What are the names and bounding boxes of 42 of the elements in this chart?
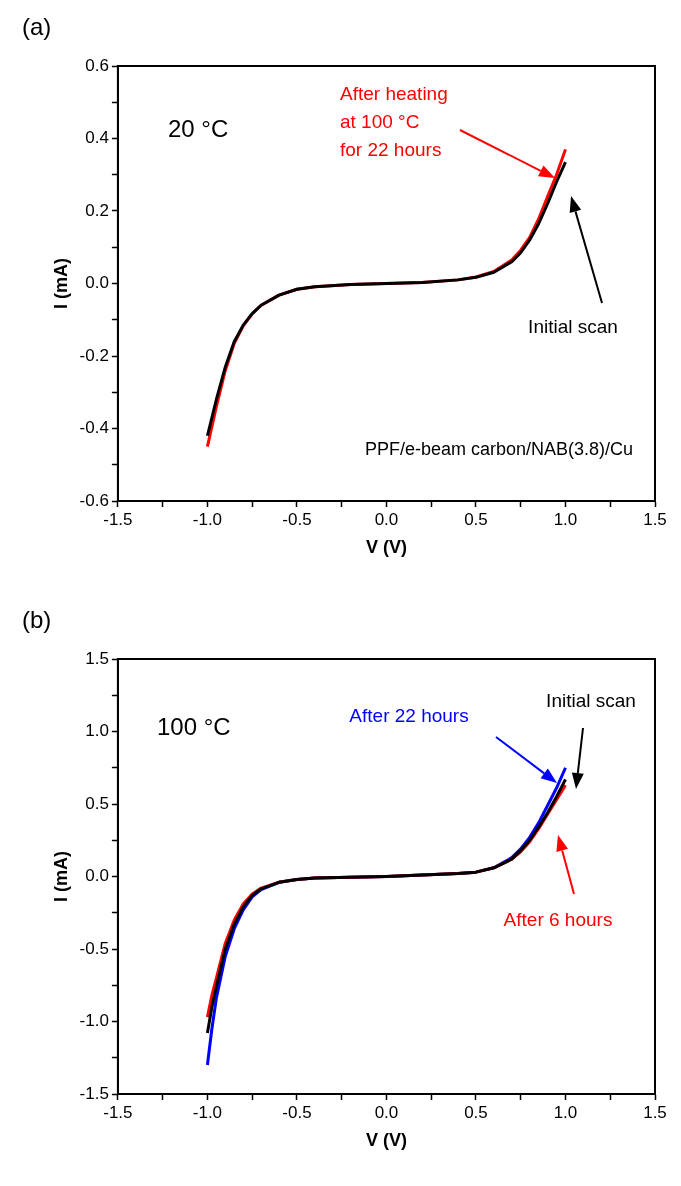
x-tick-label: 1.5 bbox=[643, 1102, 667, 1122]
annotation: 20 °C bbox=[168, 114, 229, 142]
y-axis-title: I (mA) bbox=[50, 258, 71, 309]
x-tick-label: 1.0 bbox=[553, 1102, 578, 1122]
x-tick-label: -1.0 bbox=[192, 509, 223, 529]
annotation: Initial scan bbox=[546, 690, 636, 712]
y-tick-label: 1.5 bbox=[85, 648, 109, 668]
y-tick-label: -1.0 bbox=[79, 1011, 109, 1031]
y-tick-label: -0.4 bbox=[79, 418, 109, 438]
x-tick-label: -1.5 bbox=[103, 1102, 133, 1122]
y-tick-label: 0.0 bbox=[85, 866, 109, 886]
x-tick-label: 0.0 bbox=[374, 509, 399, 529]
y-axis-title: I (mA) bbox=[50, 851, 71, 902]
y-tick-label: 0.2 bbox=[85, 200, 109, 220]
x-tick-label: -1.0 bbox=[192, 1102, 223, 1122]
x-axis-title: V (V) bbox=[365, 1130, 407, 1151]
x-tick-label: 1.0 bbox=[553, 509, 578, 529]
annotation: After 6 hours bbox=[503, 909, 613, 931]
annotation: PPF/e-beam carbon/NAB(3.8)/Cu bbox=[364, 438, 633, 459]
x-tick-label: -1.5 bbox=[103, 509, 133, 529]
y-tick-label: -1.5 bbox=[79, 1083, 109, 1103]
annotation: After heating at 100 °C for 22 hours bbox=[340, 83, 448, 161]
y-tick-label: -0.6 bbox=[79, 490, 109, 510]
annotation: 100 °C bbox=[157, 712, 231, 740]
x-tick-label: -0.5 bbox=[282, 1102, 312, 1122]
x-tick-label: 0.5 bbox=[464, 509, 488, 529]
x-tick-label: 0.0 bbox=[374, 1102, 399, 1122]
x-axis-title: V (V) bbox=[365, 537, 407, 558]
y-tick-label: 0.0 bbox=[85, 273, 109, 293]
y-tick-label: -0.2 bbox=[79, 345, 109, 365]
x-tick-label: -0.5 bbox=[282, 509, 312, 529]
annotation: After 22 hours bbox=[349, 705, 469, 727]
y-tick-label: 1.0 bbox=[85, 721, 109, 741]
y-tick-label: 0.6 bbox=[85, 55, 109, 75]
y-tick-label: 0.5 bbox=[85, 793, 109, 813]
y-tick-label: -0.5 bbox=[79, 938, 109, 958]
chart-title: (b) bbox=[22, 605, 52, 633]
x-tick-label: 0.5 bbox=[464, 1102, 488, 1122]
x-tick-label: 1.5 bbox=[643, 509, 667, 529]
chart-title: (a) bbox=[22, 12, 52, 40]
annotation: Initial scan bbox=[528, 316, 618, 338]
y-tick-label: 0.4 bbox=[85, 128, 109, 148]
